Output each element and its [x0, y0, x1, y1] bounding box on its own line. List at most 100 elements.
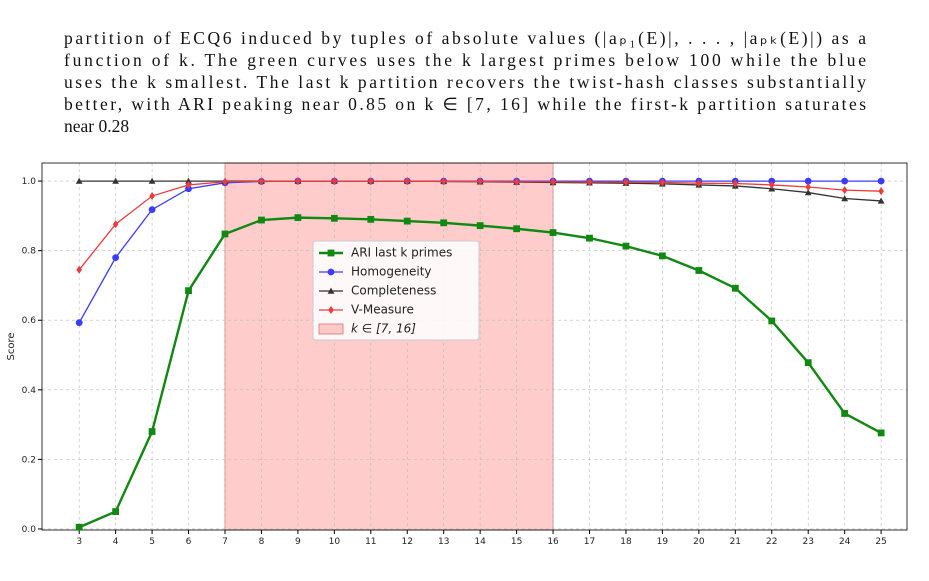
data-point	[513, 225, 521, 233]
data-point	[549, 229, 557, 236]
data-point	[622, 242, 630, 250]
plot-frame	[41, 162, 908, 531]
legend-marker	[328, 306, 334, 314]
data-point	[623, 178, 629, 187]
x-tick-label: 6	[186, 537, 192, 547]
data-point	[695, 267, 703, 274]
x-tick-label: 17	[584, 537, 595, 547]
paragraph-line: partition of ECQ6 induced by tuples of a…	[64, 28, 866, 48]
data-point	[185, 177, 192, 184]
data-point	[294, 214, 302, 222]
y-tick-label: 0.4	[22, 386, 37, 396]
data-point	[112, 177, 120, 184]
y-tick-label: 0.6	[22, 316, 37, 326]
data-point	[696, 179, 702, 188]
data-point	[112, 254, 120, 262]
paragraph-line: uses the k smallest. The last k partitio…	[64, 72, 866, 92]
legend-marker	[327, 287, 335, 294]
data-point	[804, 189, 812, 196]
x-tick-label: 14	[474, 537, 486, 547]
data-point	[403, 217, 411, 225]
data-point	[76, 265, 82, 274]
legend-swatch	[318, 323, 344, 335]
x-tick-label: 13	[438, 537, 449, 547]
data-point	[550, 177, 556, 186]
x-tick-label: 10	[329, 537, 341, 547]
x-tick-label: 21	[730, 537, 741, 547]
x-tick-label: 22	[766, 537, 777, 547]
data-point	[75, 523, 83, 531]
y-tick-label: 0.0	[22, 525, 37, 535]
data-point	[877, 197, 885, 204]
data-point	[804, 177, 812, 185]
data-point	[330, 214, 338, 222]
data-point	[222, 177, 228, 186]
x-tick-label: 19	[657, 537, 669, 547]
x-tick-label: 23	[802, 537, 813, 547]
highlight-span	[224, 162, 554, 531]
x-tick-label: 12	[402, 537, 413, 547]
data-point	[148, 177, 156, 184]
data-point	[148, 206, 156, 214]
data-point	[367, 215, 375, 223]
legend-label: V-Measure	[351, 303, 414, 317]
data-point	[404, 177, 411, 186]
data-point	[841, 177, 849, 185]
data-point	[877, 429, 885, 437]
x-tick-label: 15	[511, 537, 522, 547]
x-tick-label: 9	[295, 537, 301, 547]
x-tick-label: 4	[113, 537, 119, 547]
data-point	[586, 178, 593, 187]
data-point	[148, 428, 156, 435]
data-point	[221, 230, 229, 238]
x-tick-label: 16	[547, 537, 559, 547]
data-point	[841, 186, 848, 195]
data-point	[877, 177, 885, 185]
data-point	[659, 178, 666, 187]
data-point	[367, 177, 374, 186]
legend-box	[312, 240, 480, 341]
data-point	[841, 410, 849, 417]
data-point	[659, 252, 666, 260]
legend-label: k ∈ [7, 16]	[351, 322, 416, 336]
data-point	[805, 183, 812, 192]
x-tick-label: 8	[259, 537, 265, 547]
data-point	[440, 177, 447, 186]
data-point	[731, 284, 739, 292]
data-point	[440, 219, 448, 227]
data-point	[878, 187, 884, 196]
x-tick-label: 7	[222, 537, 228, 547]
data-point	[477, 177, 483, 186]
data-point	[75, 319, 83, 327]
data-point	[258, 177, 265, 186]
x-tick-label: 11	[365, 537, 376, 547]
y-axis-label: Score	[6, 332, 17, 360]
data-point	[149, 192, 155, 201]
data-point	[331, 177, 338, 186]
data-point	[476, 222, 484, 230]
y-tick-label: 0.2	[22, 455, 36, 465]
data-point	[513, 177, 520, 186]
data-point	[768, 317, 776, 325]
data-point	[185, 287, 192, 295]
data-point	[295, 177, 301, 186]
paragraph-line: better, with ARI peaking near 0.85 on k …	[64, 94, 866, 114]
x-tick-label: 25	[875, 537, 886, 547]
x-tick-label: 20	[693, 537, 705, 547]
data-point	[841, 195, 849, 202]
data-point	[112, 508, 120, 515]
legend-marker	[327, 249, 335, 257]
legend-label: Completeness	[351, 284, 436, 298]
y-tick-label: 1.0	[22, 177, 37, 187]
paragraph-line: near 0.28	[64, 116, 129, 136]
data-point	[732, 179, 739, 188]
y-tick-label: 0.8	[22, 247, 37, 257]
data-point	[185, 180, 192, 189]
x-tick-label: 18	[620, 537, 632, 547]
x-tick-label: 5	[149, 537, 155, 547]
data-point	[586, 234, 593, 242]
data-point	[258, 216, 265, 224]
x-tick-label: 3	[76, 537, 82, 547]
